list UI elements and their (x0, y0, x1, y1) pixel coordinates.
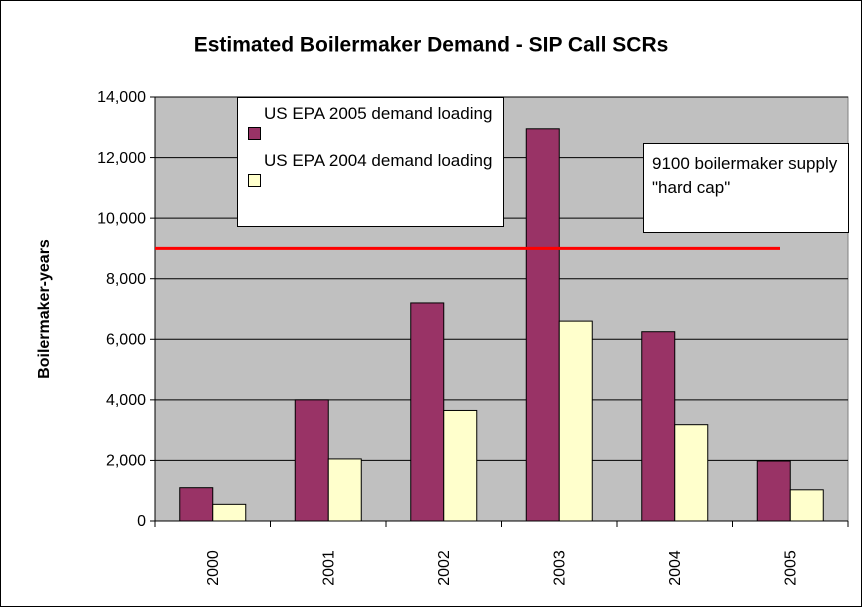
bar (327, 458, 362, 522)
annotation: 9100 boilermaker supply "hard cap" (652, 154, 838, 197)
y-tick-label: 8,000 (106, 271, 146, 288)
y-tick-label: 2,000 (106, 453, 146, 470)
x-tick-label: 2005 (782, 550, 799, 586)
legend-label: US EPA 2005 demand loading (264, 104, 493, 123)
x-tick-label: 2003 (551, 550, 568, 586)
bar (443, 409, 478, 522)
bar (410, 302, 445, 522)
y-tick-label: 14,000 (97, 89, 146, 106)
annotation-box: 9100 boilermaker supply "hard cap" (643, 143, 849, 233)
bar (525, 128, 560, 522)
y-tick-label: 12,000 (97, 150, 146, 167)
chart-title: Estimated Boilermaker Demand - SIP Call … (194, 34, 669, 57)
legend-swatch (248, 174, 261, 187)
bar (294, 399, 329, 522)
bar (789, 489, 824, 522)
bar (212, 503, 247, 522)
y-tick-label: 4,000 (106, 392, 146, 409)
legend-label: US EPA 2004 demand loading (264, 151, 493, 170)
x-tick-label: 2001 (320, 550, 337, 586)
bar (641, 331, 676, 522)
legend: US EPA 2005 demand loading US EPA 2004 de… (237, 97, 504, 227)
bar (179, 487, 214, 522)
y-tick-label: 10,000 (97, 210, 146, 227)
x-tick-label: 2004 (667, 550, 684, 586)
y-tick-label: 0 (137, 513, 146, 530)
bar (674, 424, 709, 522)
y-axis-label: Boilermaker-years (36, 239, 53, 379)
bar (756, 460, 791, 522)
x-tick-label: 2000 (205, 550, 222, 586)
y-tick-label: 6,000 (106, 332, 146, 349)
bar (558, 320, 593, 522)
legend-swatch (248, 127, 261, 140)
x-tick-label: 2002 (436, 550, 453, 586)
